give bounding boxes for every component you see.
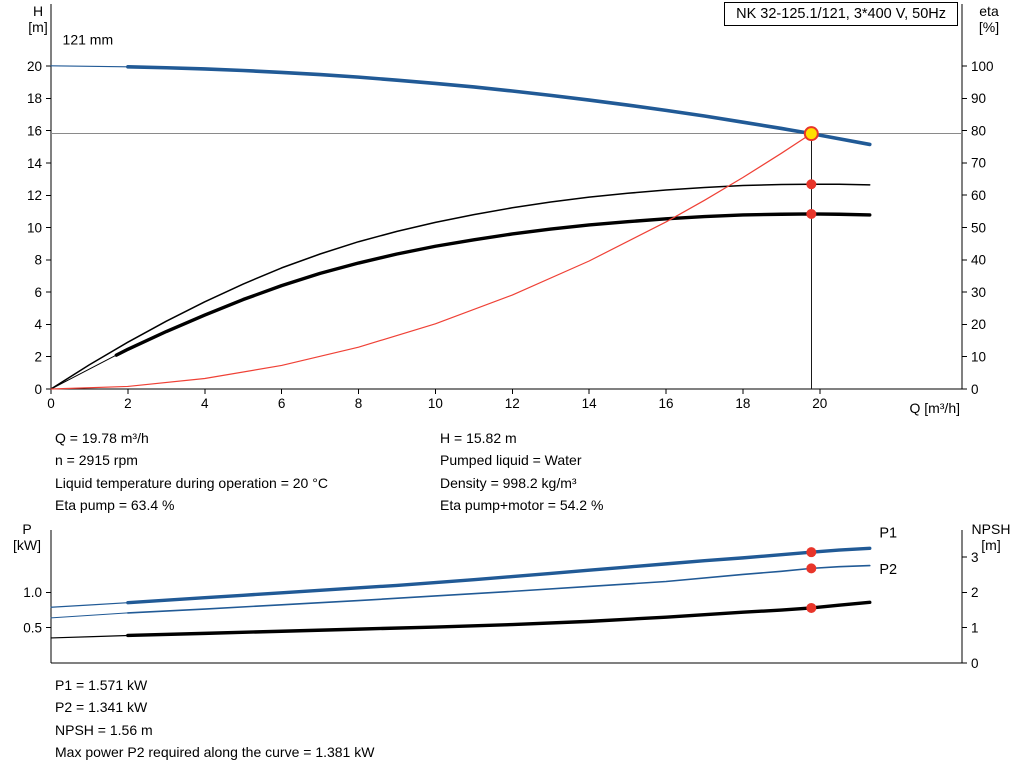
npsh-axis-label-unit: [m] <box>981 537 1001 553</box>
eta-pump-point <box>806 179 817 190</box>
system-curve <box>50 133 812 390</box>
y-left-tick-label: 8 <box>34 253 42 268</box>
y-right-tick-label: 2 <box>971 585 979 600</box>
x-tick-label: 6 <box>278 396 286 411</box>
x-tick-label: 0 <box>47 396 55 411</box>
x-tick-label: 4 <box>201 396 209 411</box>
eta-pump-curve <box>50 183 871 390</box>
p2-value: P2 = 1.341 kW <box>55 699 148 716</box>
speed-value: n = 2915 rpm <box>55 452 138 469</box>
y-right-tick-label: 30 <box>971 285 986 300</box>
eta-pump-motor-curve <box>114 212 872 357</box>
y-left-tick-label: 1.0 <box>23 585 42 600</box>
q-axis-label: Q [m³/h] <box>909 400 960 416</box>
y-left-tick-label: 18 <box>27 91 42 106</box>
y-right-tick-label: 70 <box>971 156 986 171</box>
y-left-tick-label: 10 <box>27 220 42 235</box>
npsh-curve <box>126 600 872 638</box>
y-left-tick-label: 0.5 <box>23 621 42 636</box>
y-left-tick-label: 2 <box>34 350 42 365</box>
h-axis-label: H [m] <box>16 3 60 35</box>
y-right-tick-label: 20 <box>971 317 986 332</box>
y-right-tick-label: 0 <box>971 382 979 397</box>
curve-label-121-mm: 121 mm <box>63 31 114 47</box>
y-right-tick-label: 0 <box>971 656 979 671</box>
duty-point[interactable] <box>803 126 819 142</box>
flow-value: Q = 19.78 m³/h <box>55 430 149 446</box>
y-right-tick-label: 80 <box>971 123 986 138</box>
y-left-tick-label: 0 <box>34 382 42 397</box>
curve-label-p1: P1 <box>879 525 897 541</box>
eta-axis-label-unit: [%] <box>978 19 1000 35</box>
p1-value: P1 = 1.571 kW <box>55 677 148 693</box>
y-left-tick-label: 20 <box>27 59 42 74</box>
density-value: Density = 998.2 kg/m³ <box>440 474 577 491</box>
curve-label-p2: P2 <box>879 562 897 578</box>
liquid-temperature-value: Liquid temperature during operation = 20… <box>55 474 328 491</box>
y-right-tick-label: 100 <box>971 59 994 74</box>
p2-lead <box>50 612 129 619</box>
p1-lead <box>50 602 129 608</box>
eta-pump-value: Eta pump = 63.4 % <box>55 497 175 514</box>
h-axis-label-symbol: H <box>32 3 44 19</box>
y-left-tick-label: 14 <box>27 156 43 171</box>
pump-model-box: NK 32-125.1/121, 3*400 V, 50Hz <box>724 2 958 26</box>
head-value: H = 15.82 m <box>440 430 517 446</box>
p2-curve <box>127 564 871 614</box>
y-left-tick-label: 4 <box>34 317 42 332</box>
power-npsh-data: P1 = 1.571 kW P2 = 1.341 kW NPSH = 1.56 … <box>55 674 374 764</box>
y-right-tick-label: 50 <box>971 220 986 235</box>
x-tick-label: 20 <box>812 396 827 411</box>
npsh-value: NPSH = 1.56 m <box>55 721 153 738</box>
npsh-lead <box>50 634 129 639</box>
eta-axis-label-symbol: eta <box>979 3 999 19</box>
operating-data-left: Q = 19.78 m³/h n = 2915 rpm Liquid tempe… <box>55 427 328 517</box>
operating-data-right: H = 15.82 m Pumped liquid = Water Densit… <box>440 427 603 517</box>
p-axis-label: P [kW] <box>2 521 52 553</box>
y-right-tick-label: 60 <box>971 188 986 203</box>
pumped-liquid-value: Pumped liquid = Water <box>440 452 582 469</box>
eta-pump-motor-value: Eta pump+motor = 54.2 % <box>440 497 604 514</box>
y-left-tick-label: 6 <box>34 285 42 300</box>
npsh-point <box>806 602 817 613</box>
x-tick-label: 14 <box>582 396 598 411</box>
y-left-tick-label: 16 <box>27 124 42 139</box>
x-tick-label: 12 <box>505 396 520 411</box>
p1-point <box>806 547 817 558</box>
eta-pump-motor-lead <box>50 354 117 390</box>
x-tick-label: 8 <box>355 396 363 411</box>
y-right-tick-label: 90 <box>971 91 986 106</box>
x-tick-label: 2 <box>124 396 132 411</box>
p-axis-label-unit: [kW] <box>13 537 41 553</box>
pump-curve-lead <box>50 65 129 68</box>
hq-eta-chart: 0 2 4 6 8 10 12 14 16 18 20 0 2 4 6 8 10 12 14 16 18 20 0 10 20 3… <box>27 4 994 411</box>
npsh-axis-label-symbol: NPSH <box>971 521 1011 537</box>
max-power-value: Max power P2 required along the curve = … <box>55 744 375 761</box>
power-npsh-chart: 0.5 1.0 0 1 2 3 P1 P2 <box>23 525 979 671</box>
p-axis-label-symbol: P <box>22 521 32 537</box>
p2-point <box>806 563 817 574</box>
y-right-tick-label: 1 <box>971 621 979 636</box>
pump-curve-121mm <box>126 64 872 147</box>
p1-curve <box>126 546 872 605</box>
npsh-axis-label: NPSH [m] <box>960 521 1022 553</box>
h-axis-label-unit: [m] <box>28 19 48 35</box>
x-tick-label: 16 <box>659 396 674 411</box>
y-right-tick-label: 40 <box>971 253 986 268</box>
x-tick-label: 18 <box>735 396 750 411</box>
x-tick-label: 10 <box>428 396 443 411</box>
y-right-tick-label: 3 <box>971 550 979 565</box>
eta-axis-label: eta [%] <box>962 3 1016 35</box>
y-right-tick-label: 10 <box>971 350 986 365</box>
y-left-tick-label: 12 <box>27 188 42 203</box>
eta-pump-motor-point <box>806 208 817 219</box>
